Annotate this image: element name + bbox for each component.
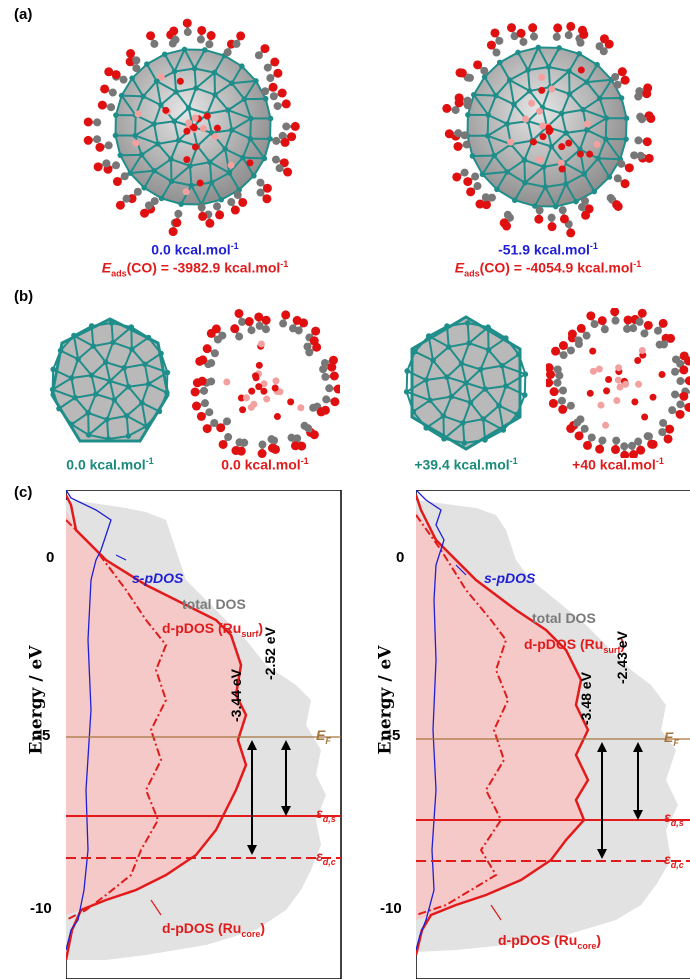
ytick-left-0: 0 (46, 549, 55, 566)
d-pdos-surf-line-right (416, 494, 590, 956)
s-pdos-label-right: s-pDOS (484, 570, 536, 586)
ligand-shell-right (546, 308, 690, 458)
d-pdos-surf-area-right (416, 510, 588, 920)
s-pdos-label-left: s-pDOS (132, 570, 184, 586)
dos-plot-left (66, 490, 342, 979)
ytick-left-10: -10 (30, 900, 52, 917)
dos-plot-right (416, 490, 690, 979)
cluster-a-right-energy: -51.9 kcal.mol-1 (498, 241, 598, 258)
core-cluster-left (49, 317, 171, 443)
fermi-label-left: EF (316, 727, 331, 746)
total-dos-label-left: total DOS (182, 596, 246, 612)
eds-label-left: εd,s (316, 805, 336, 824)
panel-label-c: (c) (14, 484, 33, 501)
ytick-right-5: -5 (387, 727, 401, 744)
d-pdos-core-label-right: d-pDOS (Rucore) (498, 932, 602, 951)
d-pdos-core-line-right (416, 514, 510, 916)
d-pdos-surf-line-left (66, 494, 248, 961)
ligand-left-energy: 0.0 kcal.mol-1 (221, 456, 309, 473)
s-pdos-line-left (66, 490, 112, 951)
core-cluster-right (403, 315, 529, 451)
s-pdos-line-right (416, 490, 445, 951)
gap2-label-left: -2.52 eV (262, 627, 278, 680)
d-pdos-surf-label-left: d-pDOS (Rusurf) (162, 620, 264, 639)
ligand-right-energy: +40 kcal.mol-1 (572, 456, 664, 473)
panel-label-b: (b) (14, 288, 34, 305)
d-pdos-core-label-left: d-pDOS (Rucore) (162, 920, 266, 939)
cluster-a-left (83, 18, 300, 237)
cluster-a-right-eads: Eads(CO) = -4054.9 kcal.mol-1 (454, 259, 642, 279)
ytick-left-5: -5 (37, 727, 51, 744)
eds-label-right: εd,s (664, 809, 684, 828)
gap2-label-right: -2.43 eV (614, 631, 630, 684)
total-dos-label-right: total DOS (532, 610, 596, 626)
edc-label-right: εd,c (664, 851, 684, 870)
gap1-label-left: -3.44 eV (228, 669, 244, 722)
d-pdos-core-line-left (66, 519, 168, 921)
gap1-label-right: -3.48 eV (578, 672, 594, 725)
ligand-shell-left (190, 308, 340, 458)
core-left-energy: 0.0 kcal.mol-1 (66, 456, 154, 473)
edc-label-left: εd,c (316, 848, 336, 867)
d-pdos-surf-label-right: d-pDOS (Rusurf) (524, 636, 626, 655)
panel-label-a: (a) (14, 6, 33, 23)
cluster-a-left-eads: Eads(CO) = -3982.9 kcal.mol-1 (101, 259, 289, 279)
cluster-a-left-energy: 0.0 kcal.mol-1 (151, 241, 239, 258)
ytick-right-10: -10 (380, 900, 402, 917)
cluster-a-right (442, 21, 656, 238)
d-pdos-surf-area-left (66, 510, 246, 915)
core-right-energy: +39.4 kcal.mol-1 (414, 456, 518, 473)
ytick-right-0: 0 (396, 549, 405, 566)
fermi-label-right: EF (664, 729, 679, 748)
